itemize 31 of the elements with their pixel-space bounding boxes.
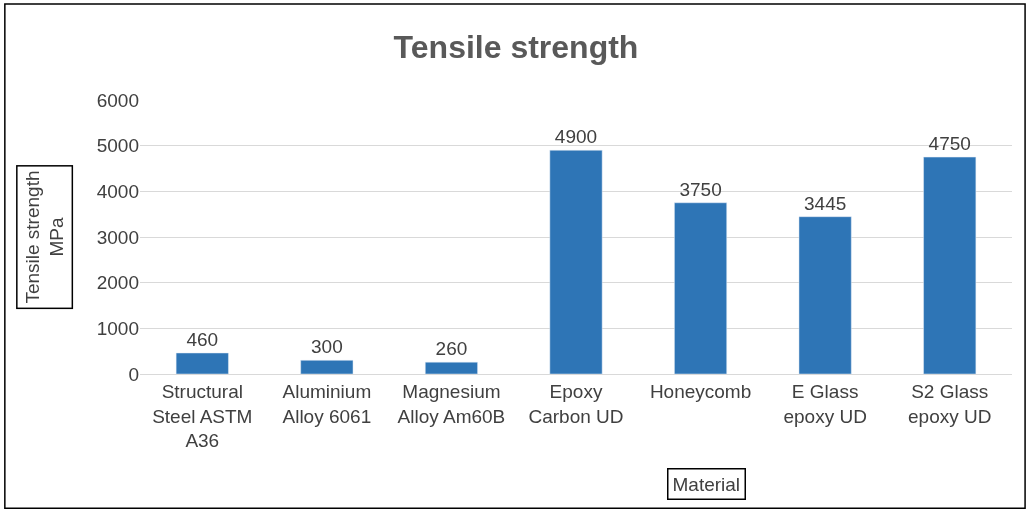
x-tick-label: Honeycomb [649,380,752,402]
y-tick-label: 3000 [96,226,139,248]
x-tick-label: Structural Steel ASTM A36 [152,380,253,452]
x-tick-label: Aluminium Alloy 6061 [282,380,372,427]
x-tick-label: Epoxy Carbon UD [528,380,624,427]
y-tick-label: 2000 [96,272,139,294]
data-label: 260 [435,338,468,360]
data-label: 460 [186,328,219,350]
bar [549,149,603,374]
data-label: 300 [311,336,343,358]
y-tick-label: 4000 [96,180,139,202]
data-label: 4750 [928,133,971,155]
y-tick-label: 6000 [96,89,139,111]
y-tick-label: 0 [128,363,139,385]
data-label: 3750 [679,178,722,200]
y-tick-label: 5000 [96,135,139,157]
y-axis-title: Tensile strength MPa [21,170,68,304]
x-tick-label: E Glass epoxy UD [783,380,867,427]
x-tick-label: S2 Glass epoxy UD [908,380,992,427]
bar [923,156,977,374]
x-tick-label: Magnesium Alloy Am60B [397,380,506,427]
data-label: 4900 [554,126,598,148]
bar [674,202,727,374]
x-axis-title: Material [672,473,741,495]
bar [175,352,229,374]
bar [425,361,478,374]
bar [300,360,354,374]
y-tick-label: 1000 [96,317,139,339]
data-label: 3445 [804,192,847,214]
bar [798,216,852,374]
chart-title: Tensile strength [393,29,639,66]
